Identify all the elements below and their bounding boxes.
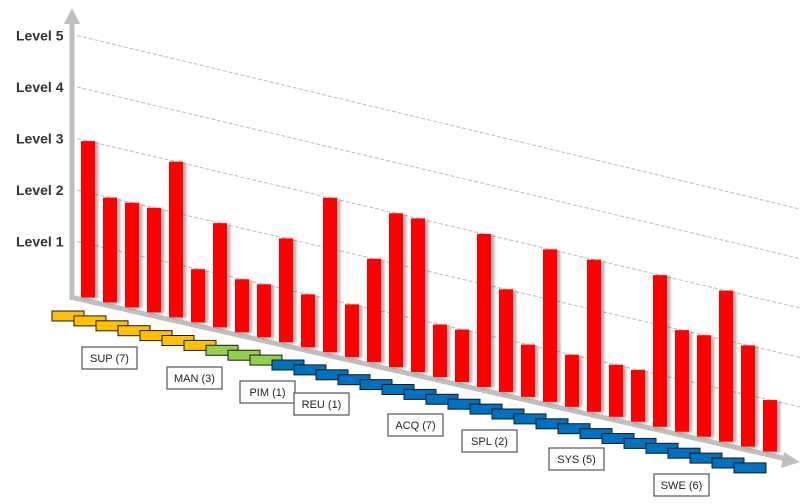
bar (477, 233, 491, 387)
bar (103, 197, 117, 303)
bar (587, 259, 601, 412)
label-box (81, 346, 138, 370)
group-label-text: SWE (6) (661, 480, 703, 492)
x-axis-arrow-icon (781, 451, 800, 468)
bar (81, 141, 95, 298)
group-label-sys: SYS (5) (548, 447, 605, 471)
label-box (293, 392, 350, 416)
label-box (461, 429, 518, 453)
bar (697, 335, 711, 437)
group-label-swe: SWE (6) (653, 473, 710, 497)
y-tick-label: Level 2 (16, 182, 64, 198)
bar (631, 369, 645, 422)
gridline-level-2 (76, 189, 801, 358)
y-axis-arrow-icon (64, 8, 80, 24)
group-label-spl: SPL (2) (461, 429, 518, 453)
group-label-text: SYS (5) (557, 454, 596, 466)
bar (279, 238, 293, 343)
bar (389, 213, 403, 368)
bar (741, 345, 755, 447)
bar (191, 269, 205, 323)
bar (411, 218, 425, 373)
bar (323, 197, 337, 353)
bar (675, 330, 689, 432)
bar (301, 294, 315, 348)
bar (213, 223, 227, 328)
bar (521, 344, 535, 397)
group-label-text: PIM (1) (249, 387, 285, 399)
category-tile (733, 462, 767, 474)
gridline-level-3 (76, 138, 801, 309)
bar (543, 249, 557, 402)
label-box (387, 413, 444, 437)
group-label-pim: PIM (1) (239, 380, 296, 404)
group-label-text: SPL (2) (471, 436, 508, 448)
group-label-text: SUP (7) (90, 353, 129, 365)
bar (719, 290, 733, 442)
label-box (166, 366, 223, 390)
group-label-man: MAN (3) (166, 366, 223, 390)
bar (499, 289, 513, 392)
x-axis (69, 294, 786, 462)
bar (565, 354, 579, 407)
label-box (239, 380, 296, 404)
bar (763, 400, 777, 452)
label-box (548, 447, 605, 471)
y-tick-label: Level 1 (16, 234, 64, 250)
group-label-reu: REU (1) (293, 392, 350, 416)
bar (125, 202, 139, 308)
bar (235, 279, 249, 333)
group-label-acq: ACQ (7) (387, 413, 444, 437)
gridline-level-5 (76, 35, 801, 210)
y-tick-label: Level 5 (16, 28, 64, 44)
bar (433, 324, 447, 378)
bar (653, 275, 667, 427)
bar (609, 364, 623, 417)
y-tick-label: Level 4 (16, 79, 64, 95)
label-box (653, 473, 710, 497)
bar (455, 329, 469, 383)
y-tick-label: Level 3 (16, 131, 64, 147)
gridline-level-4 (76, 86, 801, 259)
group-label-text: MAN (3) (174, 373, 215, 385)
bar (345, 304, 359, 358)
group-label-text: REU (1) (302, 399, 342, 411)
group-label-sup: SUP (7) (81, 346, 138, 370)
group-label-text: ACQ (7) (395, 420, 435, 432)
bar (367, 258, 381, 363)
bar (169, 161, 183, 318)
bar (147, 207, 161, 313)
bar (257, 284, 271, 338)
